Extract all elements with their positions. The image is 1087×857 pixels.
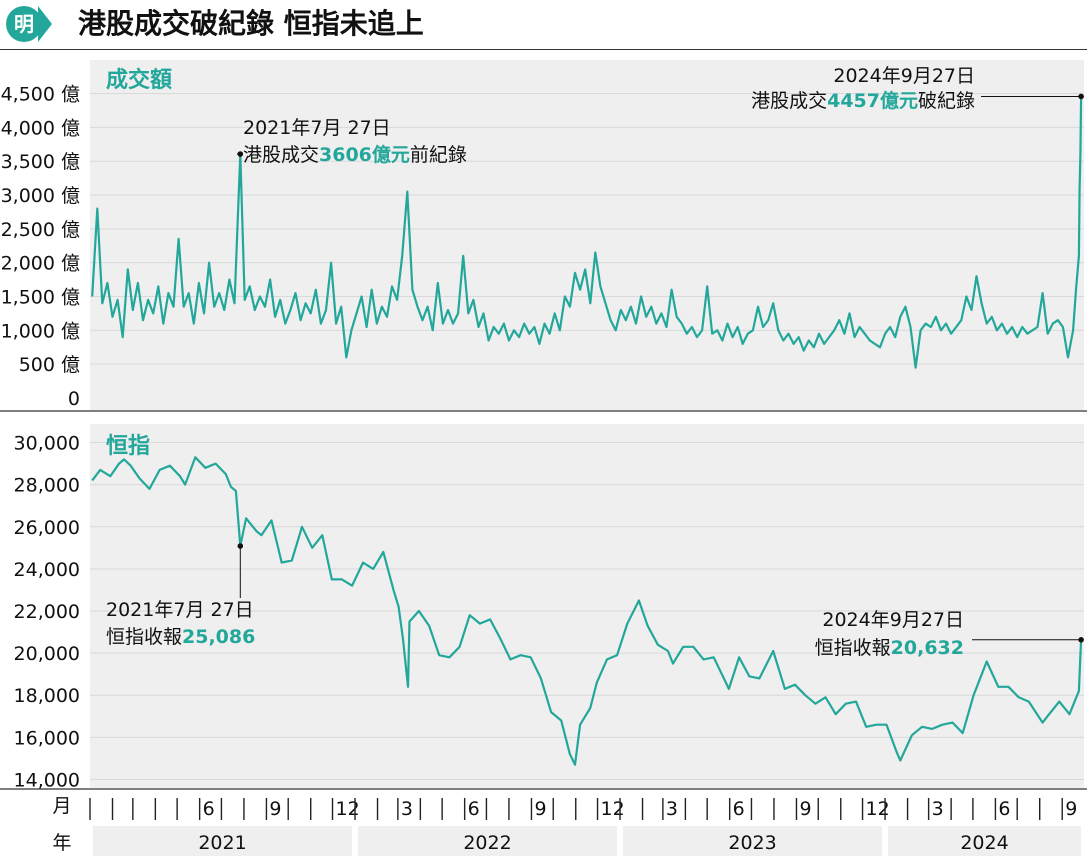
hsi-annotation-date: 2024年9月27日: [822, 609, 964, 631]
year-row-label: 年: [52, 832, 71, 854]
month-tick-label: 12: [601, 798, 625, 820]
ming-pao-logo: 明: [6, 6, 42, 42]
hsi-annotation-value: 20,632: [891, 637, 964, 659]
turnover-ytick-label: 1,000 億: [1, 320, 80, 342]
hsi-annotation-date: 2021年7月 27日: [106, 599, 254, 621]
month-tick-label: 9: [534, 798, 546, 820]
year-band: [623, 826, 883, 856]
hsi-ytick-label: 16,000: [14, 727, 80, 749]
turnover-ytick-label: 2,000 億: [1, 253, 80, 275]
hsi-annotation-prefix: 恒指收報: [815, 637, 891, 659]
turnover-ytick-label: 500 億: [19, 354, 80, 376]
turnover-annotation-value: 3606億元: [319, 143, 410, 166]
hsi-annotation-text: 恒指收報20,632: [815, 637, 964, 659]
turnover-ytick-label: 2,500 億: [1, 219, 80, 241]
month-tick-label: 3: [932, 798, 944, 820]
turnover-annotation-text: 港股成交4457億元破紀錄: [751, 89, 975, 112]
month-row-label: 月: [52, 795, 71, 817]
hsi-panel: 14,000 16,000 18,000 20,000 22,000 24,000 26,0…: [0, 424, 1087, 791]
month-tick-label: 9: [1065, 798, 1077, 820]
year-band: [358, 826, 618, 856]
year-band: [888, 826, 1081, 856]
turnover-annotation-value: 4457億元: [827, 89, 918, 112]
hsi-ytick-label: 30,000: [14, 433, 80, 455]
turnover-ytick-label: 4,000 億: [1, 117, 80, 139]
x-axis: 月 6 9 12 3 6 9 12 3 6 9 12 3 6 9 年 2021 2022 2023 2024: [52, 795, 1081, 856]
hsi-annotation-text: 恒指收報25,086: [106, 626, 255, 648]
chart-canvas: 0 500 億 1,000 億 1,500 億 2,000 億 2,500 億 3,000 …: [0, 60, 1087, 856]
hsi-ytick-label: 14,000: [14, 769, 80, 791]
hsi-ytick-label: 26,000: [14, 517, 80, 539]
turnover-annotation-date: 2024年9月27日: [833, 65, 975, 87]
turnover-series-line: [91, 96, 1083, 369]
logo-tab-shape: [38, 6, 52, 42]
turnover-annotation-prefix: 港股成交: [243, 144, 319, 166]
hsi-ytick-label: 20,000: [14, 643, 80, 665]
turnover-ytick-label: 3,000 億: [1, 185, 80, 207]
month-tick-label: 6: [733, 798, 745, 820]
turnover-ytick-label: 1,500 億: [1, 287, 80, 309]
chart-header: 明 港股成交破紀錄 恒指未追上: [0, 0, 1087, 50]
hsi-series-title: 恒指: [106, 433, 150, 459]
year-label: 2023: [728, 832, 776, 854]
turnover-annotation-date: 2021年7月 27日: [243, 117, 391, 139]
turnover-annotation-prefix: 港股成交: [751, 90, 827, 112]
header-divider: [0, 49, 1087, 50]
year-label: 2022: [463, 832, 511, 854]
year-band: [93, 826, 353, 856]
month-tick-label: 3: [666, 798, 678, 820]
month-tick-label: 9: [799, 798, 811, 820]
hsi-annotation-value: 25,086: [182, 626, 255, 648]
month-tick-label: 12: [336, 798, 360, 820]
month-tick-label: 6: [203, 798, 215, 820]
month-tick-label: 12: [866, 798, 890, 820]
turnover-panel-bg: [90, 60, 1084, 410]
chart-title: 港股成交破紀錄 恒指未追上: [78, 7, 424, 40]
hsi-ytick-label: 18,000: [14, 685, 80, 707]
month-tick-label: 9: [269, 798, 281, 820]
month-tick-label: 3: [401, 798, 413, 820]
turnover-ytick-label: 3,500 億: [1, 151, 80, 173]
turnover-annotation-suffix: 前紀錄: [410, 144, 467, 166]
hsi-annotation-prefix: 恒指收報: [106, 626, 182, 648]
year-label: 2021: [198, 832, 246, 854]
hsi-ytick-label: 28,000: [14, 475, 80, 497]
hsi-ytick-label: 22,000: [14, 601, 80, 623]
month-tick-label: 6: [468, 798, 480, 820]
turnover-annotation-suffix: 破紀錄: [918, 90, 975, 112]
turnover-series-title: 成交額: [106, 67, 172, 93]
year-label: 2024: [960, 832, 1008, 854]
turnover-ytick-label: 0: [68, 388, 80, 410]
month-tick-label: 6: [998, 798, 1010, 820]
turnover-annotation-text: 港股成交3606億元前紀錄: [243, 143, 467, 166]
turnover-ytick-label: 4,500 億: [1, 84, 80, 106]
turnover-panel: 0 500 億 1,000 億 1,500 億 2,000 億 2,500 億 3,000 …: [0, 60, 1087, 412]
hsi-ytick-label: 24,000: [14, 559, 80, 581]
